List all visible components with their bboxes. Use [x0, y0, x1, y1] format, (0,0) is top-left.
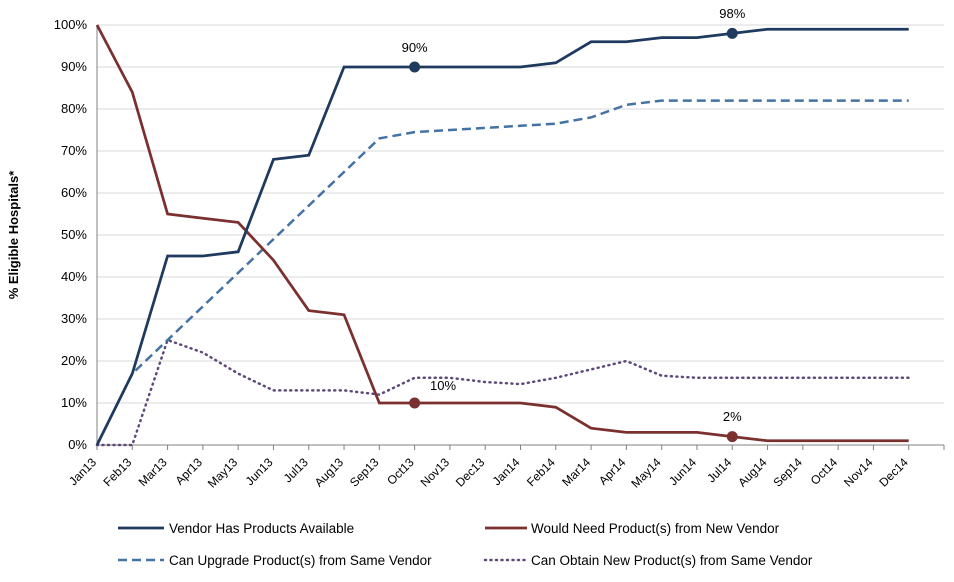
- svg-text:98%: 98%: [719, 6, 745, 21]
- svg-text:20%: 20%: [61, 353, 87, 368]
- svg-text:Can Upgrade Product(s) from Sa: Can Upgrade Product(s) from Same Vendor: [169, 553, 432, 568]
- svg-text:80%: 80%: [61, 101, 87, 116]
- svg-text:40%: 40%: [61, 269, 87, 284]
- svg-text:30%: 30%: [61, 311, 87, 326]
- svg-text:50%: 50%: [61, 227, 87, 242]
- svg-text:2%: 2%: [723, 409, 742, 424]
- svg-text:Vendor Has Products Available: Vendor Has Products Available: [169, 521, 354, 536]
- svg-text:Can Obtain New Product(s) from: Can Obtain New Product(s) from Same Vend…: [531, 553, 813, 568]
- svg-text:10%: 10%: [61, 395, 87, 410]
- svg-text:90%: 90%: [402, 40, 428, 55]
- svg-text:100%: 100%: [54, 17, 88, 32]
- svg-text:10%: 10%: [430, 378, 456, 393]
- svg-text:90%: 90%: [61, 59, 87, 74]
- svg-text:70%: 70%: [61, 143, 87, 158]
- svg-text:% Eligible Hospitals*: % Eligible Hospitals*: [6, 170, 21, 300]
- svg-text:0%: 0%: [68, 437, 87, 452]
- svg-text:Would Need Product(s) from New: Would Need Product(s) from New Vendor: [531, 521, 780, 536]
- svg-text:60%: 60%: [61, 185, 87, 200]
